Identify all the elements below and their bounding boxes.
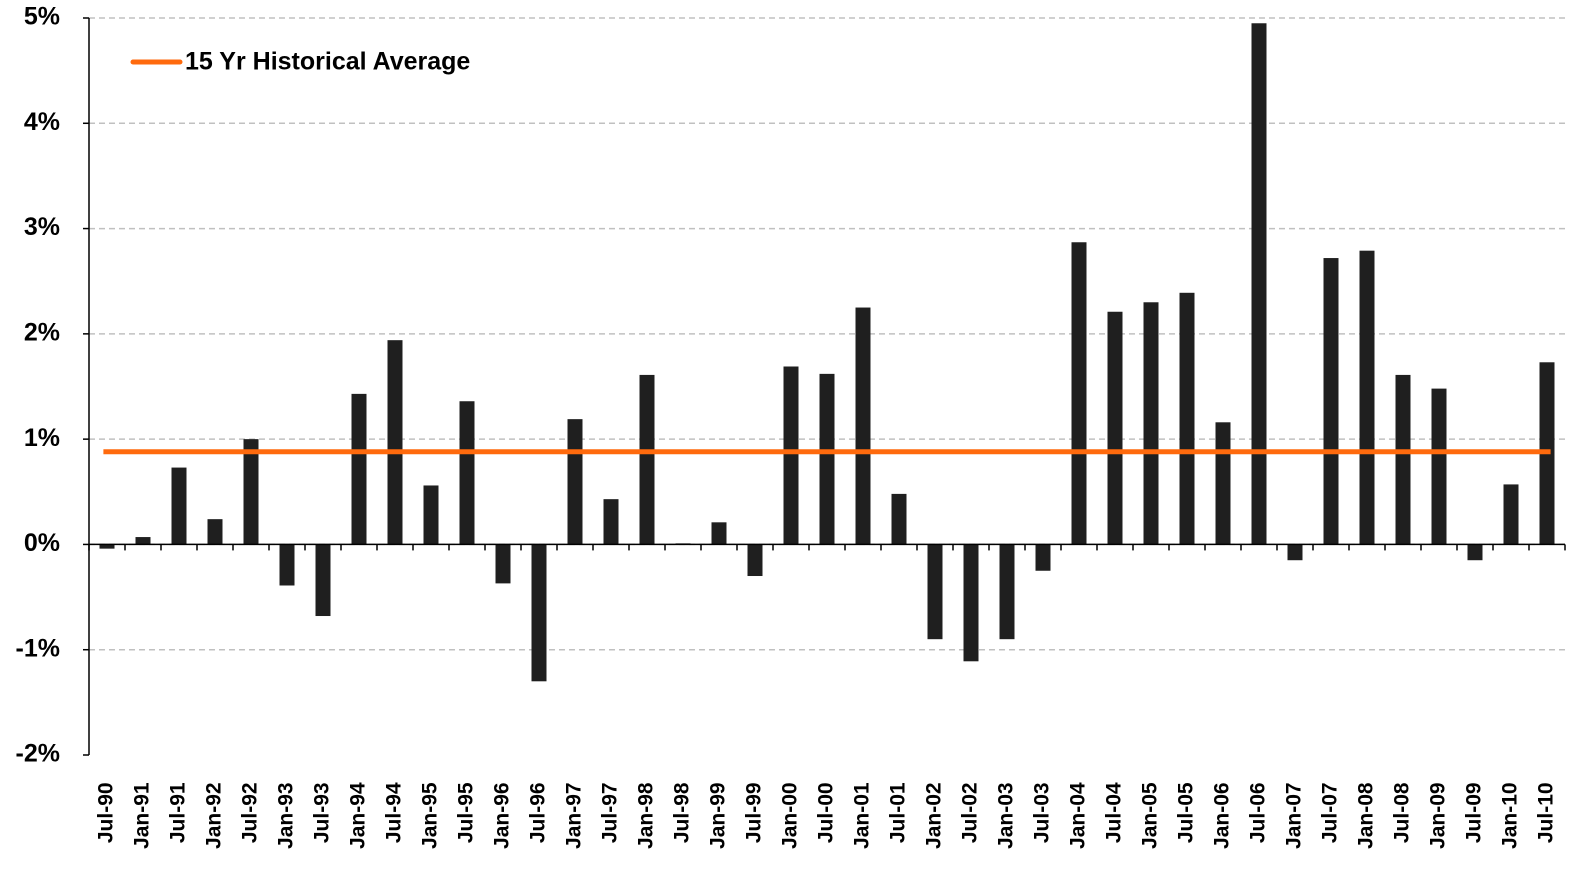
x-tick-label: Jul-05 xyxy=(1175,782,1198,843)
x-tick-label: Jan-97 xyxy=(563,782,586,849)
x-tick-label: Jul-95 xyxy=(455,782,478,843)
x-tick-label: Jul-90 xyxy=(95,782,118,843)
x-tick-label: Jan-02 xyxy=(923,782,946,849)
x-tick-label: Jul-10 xyxy=(1535,782,1558,843)
x-tick-label: Jan-05 xyxy=(1139,782,1162,849)
bar xyxy=(1143,302,1159,545)
x-tick-label: Jul-09 xyxy=(1463,782,1486,843)
bar xyxy=(1251,23,1267,545)
bar xyxy=(639,374,655,545)
bar xyxy=(135,537,151,545)
bar xyxy=(747,544,763,577)
x-tick-label: Jul-97 xyxy=(599,782,622,843)
x-tick-label: Jul-06 xyxy=(1247,782,1270,843)
x-tick-label: Jan-07 xyxy=(1283,782,1306,849)
x-tick-label: Jul-02 xyxy=(959,782,982,843)
bar xyxy=(567,419,583,545)
bar xyxy=(1071,242,1087,545)
x-tick-label: Jan-08 xyxy=(1355,782,1378,849)
bar xyxy=(603,499,619,545)
bar xyxy=(1359,250,1375,545)
bar xyxy=(459,401,475,545)
y-tick-label: 0% xyxy=(24,529,60,557)
x-tick-label: Jan-00 xyxy=(779,782,802,849)
x-tick-label: Jan-98 xyxy=(635,782,658,849)
x-tick-label: Jul-01 xyxy=(887,782,910,843)
bar xyxy=(351,393,367,545)
y-tick-label: 3% xyxy=(24,213,60,241)
x-tick-label: Jan-03 xyxy=(995,782,1018,849)
bar xyxy=(315,544,331,617)
bar xyxy=(1179,292,1195,545)
x-tick-label: Jul-92 xyxy=(239,782,262,843)
bar xyxy=(1107,311,1123,545)
x-tick-label: Jan-96 xyxy=(491,782,514,849)
x-tick-label: Jul-07 xyxy=(1319,782,1342,843)
bar xyxy=(1323,258,1339,545)
bar xyxy=(279,544,295,586)
y-tick-label: -1% xyxy=(16,634,60,662)
bar xyxy=(387,340,403,545)
x-tick-label: Jan-99 xyxy=(707,782,730,849)
x-tick-label: Jan-92 xyxy=(203,782,226,849)
x-tick-label: Jan-93 xyxy=(275,782,298,849)
y-tick-label: 2% xyxy=(24,318,60,346)
bar xyxy=(999,544,1015,640)
y-tick-label: 5% xyxy=(24,3,60,31)
bar xyxy=(1503,484,1519,545)
bar xyxy=(891,493,907,545)
x-tick-label: Jul-99 xyxy=(743,782,766,843)
x-tick-label: Jan-06 xyxy=(1211,782,1234,849)
x-tick-label: Jan-95 xyxy=(419,782,442,849)
bar xyxy=(855,307,871,545)
bar xyxy=(963,544,979,662)
x-tick-label: Jan-01 xyxy=(851,782,874,849)
x-tick-label: Jul-03 xyxy=(1031,782,1054,843)
x-tick-label: Jan-10 xyxy=(1499,782,1522,849)
y-tick-label: -2% xyxy=(16,740,60,768)
bar xyxy=(711,522,727,545)
bar xyxy=(99,544,115,549)
bar xyxy=(171,467,187,545)
x-tick-label: Jul-93 xyxy=(311,782,334,843)
bar xyxy=(927,544,943,640)
x-tick-label: Jan-91 xyxy=(131,782,154,849)
x-tick-label: Jul-94 xyxy=(383,782,406,843)
bar xyxy=(1215,422,1231,545)
x-tick-label: Jan-09 xyxy=(1427,782,1450,849)
x-tick-label: Jan-04 xyxy=(1067,782,1090,849)
bar xyxy=(819,373,835,545)
bar xyxy=(1287,544,1303,561)
bar xyxy=(243,439,259,545)
x-tick-label: Jul-00 xyxy=(815,782,838,843)
x-tick-label: Jul-08 xyxy=(1391,782,1414,843)
bar xyxy=(1395,374,1411,545)
x-tick-label: Jul-91 xyxy=(167,782,190,843)
y-tick-label: 1% xyxy=(24,424,60,452)
x-tick-label: Jul-98 xyxy=(671,782,694,843)
bar xyxy=(207,519,223,545)
bar xyxy=(495,544,511,584)
bar xyxy=(531,544,547,682)
bar xyxy=(1035,544,1051,571)
legend-label: 15 Yr Historical Average xyxy=(185,48,470,76)
bar xyxy=(1467,544,1483,561)
x-tick-label: Jul-04 xyxy=(1103,782,1126,843)
bar xyxy=(783,366,799,545)
y-tick-label: 4% xyxy=(24,108,60,136)
x-tick-label: Jan-94 xyxy=(347,782,370,849)
x-tick-label: Jul-96 xyxy=(527,782,550,843)
bar xyxy=(1431,388,1447,545)
bar xyxy=(423,485,439,545)
